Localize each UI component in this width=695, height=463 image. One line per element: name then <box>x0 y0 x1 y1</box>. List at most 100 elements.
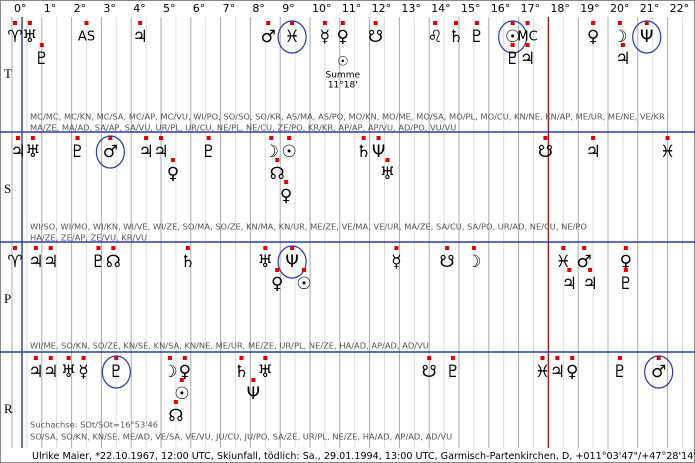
marker-dot <box>361 136 366 140</box>
marker-dot <box>385 158 390 162</box>
planet-glyph: ♀ <box>179 362 191 382</box>
marker-dot <box>81 356 86 360</box>
degree-label: 2° <box>74 2 87 15</box>
planet-glyph: ♈ <box>7 252 22 272</box>
marker-dot <box>644 21 649 25</box>
planet-glyph: ♃ <box>550 362 565 382</box>
planet-glyph: ♇ <box>505 49 520 69</box>
planet-glyph: ♃ <box>562 274 577 294</box>
planet-glyph: ☿ <box>391 252 401 272</box>
marker-dot <box>474 21 479 25</box>
marker-dot <box>394 246 399 250</box>
highlight-circle <box>632 20 662 54</box>
degree-label: 9° <box>282 2 295 15</box>
marker-dot <box>251 378 256 382</box>
marker-dot <box>12 21 17 25</box>
degree-label: 15° <box>461 2 481 15</box>
marker-dot <box>138 21 143 25</box>
planet-glyph: Ψ <box>285 252 298 272</box>
marker-dot <box>302 268 307 272</box>
marker-dot <box>617 356 622 360</box>
degree-label: 0° <box>14 2 27 15</box>
marker-dot <box>170 158 175 162</box>
planet-glyph: ♀ <box>337 27 349 47</box>
planet-glyph: ♓ <box>535 362 550 382</box>
planet-glyph: ♃ <box>133 27 148 47</box>
marker-dot <box>561 246 566 250</box>
planet-glyph: ♂ <box>577 252 592 272</box>
degree-label: 18° <box>550 2 570 15</box>
row-label: T <box>4 66 12 81</box>
planet-glyph: ♓ <box>284 27 299 47</box>
marker-dot <box>30 136 35 140</box>
planet-glyph: ♂ <box>261 27 276 47</box>
planet-glyph: ♂ <box>103 142 118 162</box>
degree-label: 1° <box>44 2 57 15</box>
degree-label: 22° <box>670 2 690 15</box>
degree-label: 5° <box>163 2 176 15</box>
marker-dot <box>290 21 295 25</box>
marker-dot <box>665 136 670 140</box>
annotation-glyph: ☉ <box>337 55 349 70</box>
planet-glyph: ♃ <box>28 252 43 272</box>
planet-glyph: ☽ <box>162 362 177 382</box>
marker-dot <box>182 356 187 360</box>
degree-label: 4° <box>133 2 146 15</box>
planet-glyph: Ψ <box>640 27 653 47</box>
highlight-circle <box>644 355 674 389</box>
degree-label: 7° <box>223 2 236 15</box>
midpoint-list: MC/MC, MC/KN, MC/SA, MC/AP, MC/VU, WI/PO… <box>30 112 665 122</box>
planet-glyph: AS <box>78 30 95 45</box>
marker-dot <box>114 356 119 360</box>
highlight-circle <box>277 20 307 54</box>
planet-glyph: ☊ <box>270 164 285 184</box>
annotation-value: 11°18' <box>328 81 358 91</box>
midpoint-list: SO/SA, SO/KN, KN/SE, ME/AD, VE/SA, VE/VU… <box>30 432 452 442</box>
marker-dot <box>510 43 515 47</box>
marker-dot <box>108 136 113 140</box>
planet-glyph: ♃ <box>582 274 597 294</box>
planet-glyph: ♌ <box>428 27 443 47</box>
highlight-circle <box>277 245 307 279</box>
marker-dot <box>376 136 381 140</box>
planet-glyph: ♄ <box>180 252 195 272</box>
planet-glyph: ♇ <box>91 252 106 272</box>
marker-dot <box>239 356 244 360</box>
planet-glyph: ♇ <box>445 362 460 382</box>
marker-dot <box>445 246 450 250</box>
planet-glyph: ☋ <box>422 362 437 382</box>
marker-dot <box>15 136 20 140</box>
planet-glyph: ♅ <box>258 362 273 382</box>
marker-dot <box>263 356 268 360</box>
planet-glyph: ♃ <box>585 142 600 162</box>
marker-dot <box>144 136 149 140</box>
planet-glyph: ♇ <box>612 362 627 382</box>
marker-dot <box>433 21 438 25</box>
marker-dot <box>269 136 274 140</box>
degree-label: 6° <box>193 2 206 15</box>
marker-dot <box>290 246 295 250</box>
marker-dot <box>656 356 661 360</box>
marker-dot <box>48 356 53 360</box>
midpoint-list: WI/SO, WI/MO, WI/KN, WI/VE, WI/ZE, SO/MA… <box>30 222 587 232</box>
marker-dot <box>206 136 211 140</box>
marker-dot <box>570 356 575 360</box>
planet-glyph: ♀ <box>167 164 179 184</box>
planet-glyph: ♇ <box>618 274 633 294</box>
marker-dot <box>510 21 515 25</box>
planet-glyph: ♀ <box>280 186 292 206</box>
planet-glyph: ♇ <box>201 142 216 162</box>
planet-glyph: Ψ <box>372 142 385 162</box>
degree-label: 13° <box>401 2 421 15</box>
degree-label: 12° <box>372 2 392 15</box>
planet-glyph: ☊ <box>168 406 183 426</box>
marker-dot <box>322 21 327 25</box>
marker-dot <box>623 246 628 250</box>
planet-glyph: ♀ <box>587 27 599 47</box>
row-label: P <box>4 291 11 306</box>
planet-glyph: ♅ <box>25 142 40 162</box>
search-axis: Suchachse: SOt/SOt=16°53'46 <box>30 420 158 430</box>
planet-glyph: ☿ <box>320 27 330 47</box>
marker-dot <box>275 268 280 272</box>
